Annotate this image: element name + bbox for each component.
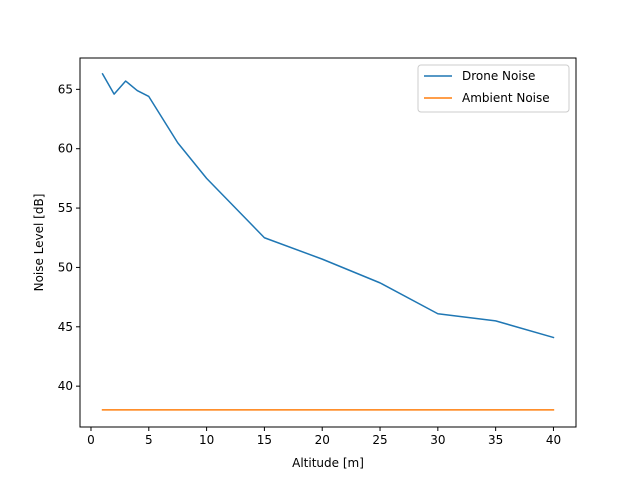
plot-frame (79, 57, 577, 428)
y-tick-label: 50 (58, 260, 73, 274)
x-tick-label: 15 (257, 433, 272, 447)
x-tick-label: 25 (372, 433, 387, 447)
x-tick-label: 10 (199, 433, 214, 447)
legend: Drone Noise Ambient Noise (417, 64, 570, 113)
x-tick-label: 5 (145, 433, 153, 447)
x-axis-label: Altitude [m] (292, 456, 364, 470)
y-tick-label: 40 (58, 379, 73, 393)
x-tick-label: 30 (430, 433, 445, 447)
y-axis-label: Noise Level [dB] (32, 194, 46, 292)
legend-box (417, 64, 570, 113)
x-tick-label: 20 (315, 433, 330, 447)
x-tick-label: 35 (488, 433, 503, 447)
legend-label: Ambient Noise (462, 91, 550, 105)
plot-lines (101, 72, 555, 411)
y-tick-label: 60 (58, 142, 73, 156)
x-tick-label: 0 (87, 433, 95, 447)
y-tick-label: 65 (58, 82, 73, 96)
y-axis: 40 45 50 55 60 65 (58, 82, 80, 393)
y-tick-label: 45 (58, 320, 73, 334)
x-axis: 0 5 10 15 20 25 30 35 40 (87, 427, 561, 447)
x-tick-label: 40 (546, 433, 561, 447)
y-tick-label: 55 (58, 201, 73, 215)
legend-label: Drone Noise (462, 69, 535, 83)
series-line-0 (101, 72, 555, 339)
